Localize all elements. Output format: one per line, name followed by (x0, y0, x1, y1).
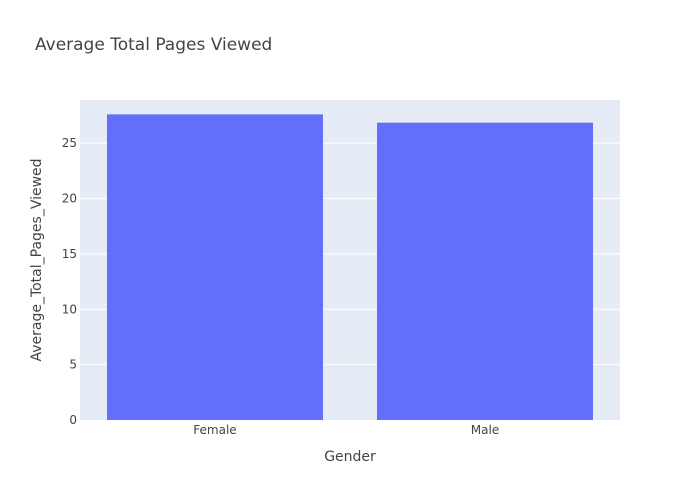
x-tick-label: Male (471, 423, 499, 437)
chart-title: Average Total Pages Viewed (35, 35, 272, 55)
y-tick-label: 5 (69, 358, 77, 372)
y-tick-label: 10 (62, 302, 77, 316)
x-axis-title: Gender (324, 449, 376, 465)
y-tick-label: 25 (62, 136, 77, 150)
x-tick-label: Female (193, 423, 236, 437)
y-tick-label: 0 (69, 413, 77, 427)
bars (107, 114, 593, 420)
bar-male (377, 122, 593, 420)
y-axis-ticks: 0 5 10 15 20 25 (62, 136, 77, 427)
bar-female (107, 114, 323, 420)
y-axis-title: Average_Total_Pages_Viewed (29, 158, 45, 361)
y-tick-label: 20 (62, 192, 77, 206)
x-axis-ticks: Female Male (193, 423, 499, 437)
y-tick-label: 15 (62, 247, 77, 261)
